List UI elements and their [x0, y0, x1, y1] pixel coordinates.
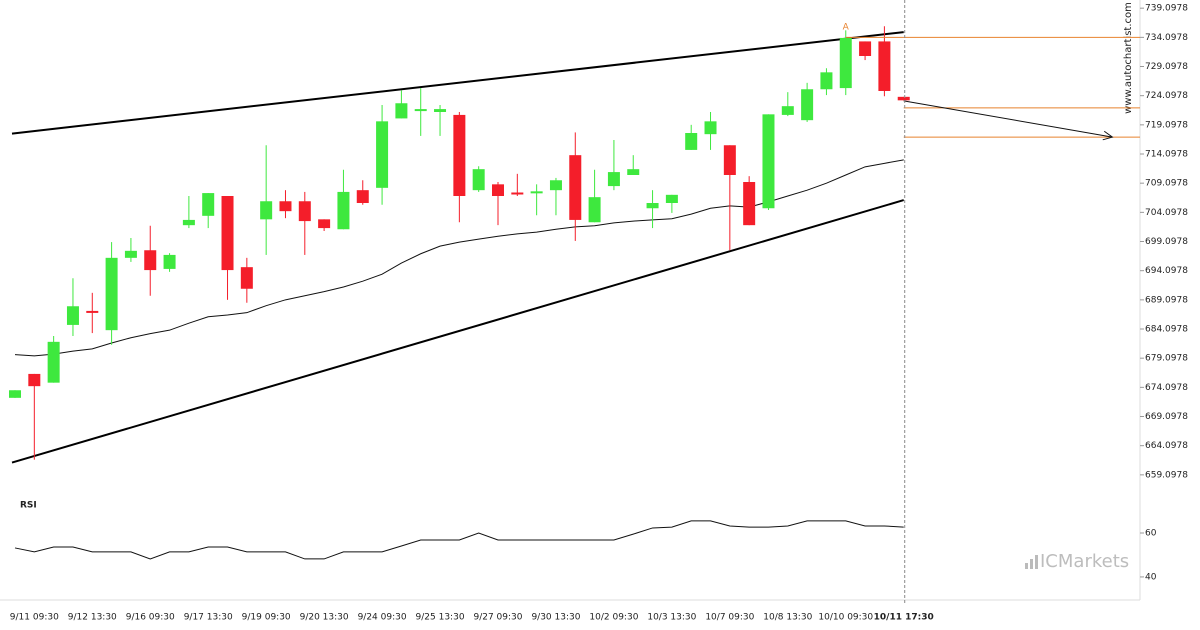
candle-body: [685, 133, 698, 150]
candle-body: [878, 41, 891, 91]
x-tick-label: 9/25 13:30: [416, 613, 465, 623]
y-tick-label: 674.0978: [1145, 383, 1188, 393]
candle-body: [144, 250, 157, 271]
y-tick-label: 664.0978: [1145, 441, 1188, 451]
x-tick-label: 10/7 09:30: [705, 613, 754, 623]
logo-bar: [1035, 555, 1038, 569]
y-tick-label: 739.0978: [1145, 4, 1188, 14]
y-tick-label: 694.0978: [1145, 266, 1188, 276]
candle-body: [124, 250, 137, 258]
candle-body: [240, 267, 253, 289]
x-tick-label: 9/30 13:30: [531, 613, 580, 623]
logo-bar: [1030, 559, 1033, 569]
candle-body: [627, 169, 640, 175]
candle-body: [588, 197, 601, 223]
candle-body: [549, 180, 562, 191]
candle-body: [569, 155, 582, 220]
candle-body: [530, 191, 543, 194]
candle-body: [414, 109, 427, 112]
y-tick-label: 729.0978: [1145, 62, 1188, 72]
candle-body: [182, 219, 195, 226]
y-tick-label: 679.0978: [1145, 354, 1188, 364]
y-tick-label: 684.0978: [1145, 325, 1188, 335]
x-tick-label: 9/27 09:30: [473, 613, 522, 623]
y-tick-label: 719.0978: [1145, 120, 1188, 130]
site-watermark: www.autochartist.com: [1123, 2, 1134, 114]
x-tick-label: 10/11 17:30: [874, 613, 934, 623]
x-tick-label: 10/2 09:30: [589, 613, 638, 623]
candle-body: [395, 103, 408, 119]
trendline: [11, 31, 904, 135]
rsi-title: RSI: [20, 501, 37, 511]
y-tick-label: 704.0978: [1145, 208, 1188, 218]
candle-body: [260, 201, 273, 220]
candle-body: [356, 190, 369, 203]
rsi-line: [14, 520, 904, 560]
candle-body: [337, 191, 350, 230]
x-tick-label: 10/10 09:30: [818, 613, 873, 623]
candle-body: [86, 310, 99, 313]
candle-body: [859, 41, 872, 56]
candle-body: [9, 390, 21, 398]
candle-body: [781, 106, 794, 115]
candle-body: [376, 121, 389, 188]
logo: ICMarkets: [1025, 551, 1129, 572]
candle-body: [723, 145, 736, 175]
candle-body: [279, 201, 292, 212]
candle-body: [453, 114, 466, 196]
y-tick-label: 659.0978: [1145, 470, 1188, 480]
x-tick-label: 9/12 13:30: [68, 613, 117, 623]
candle-body: [511, 192, 524, 195]
candle-body: [47, 341, 60, 383]
y-tick-label: 669.0978: [1145, 412, 1188, 422]
logo-bar: [1025, 563, 1028, 569]
candle-body: [298, 201, 311, 222]
x-tick-label: 9/19 09:30: [242, 613, 291, 623]
candle-body: [472, 169, 485, 191]
y-tick-label: 714.0978: [1145, 150, 1188, 160]
candle-body: [492, 184, 504, 196]
candle-body: [318, 219, 331, 229]
y-tick-label: 689.0978: [1145, 295, 1188, 305]
candle-body: [665, 194, 678, 203]
candle-body: [163, 254, 176, 269]
y-tick-label: 709.0978: [1145, 179, 1188, 189]
candle-body: [897, 96, 910, 101]
x-tick-label: 10/3 13:30: [647, 613, 696, 623]
candle-body: [607, 172, 620, 187]
logo-text: ICMarkets: [1040, 551, 1129, 572]
x-tick-label: 9/11 09:30: [10, 613, 59, 623]
forecast-arrow: [903, 100, 1113, 138]
candle-body: [801, 89, 814, 121]
y-tick-label: 734.0978: [1145, 33, 1188, 43]
arrow-head: [1102, 130, 1114, 141]
y-tick-label: 699.0978: [1145, 237, 1188, 247]
y-tick-label: 40: [1145, 572, 1157, 582]
candle-body: [762, 114, 775, 209]
y-tick-label: 724.0978: [1145, 91, 1188, 101]
candle-body: [646, 203, 659, 209]
candle-body: [105, 257, 118, 331]
trendline: [11, 199, 905, 464]
candle-body: [743, 182, 756, 226]
y-tick-label: 60: [1145, 529, 1157, 539]
candle-body: [202, 193, 215, 216]
candle-body: [28, 373, 41, 387]
x-tick-label: 9/20 13:30: [300, 613, 349, 623]
candle-body: [704, 121, 717, 135]
moving-average: [14, 159, 904, 357]
candle-body: [66, 306, 79, 325]
pattern-marker: A: [843, 22, 850, 32]
candle-body: [820, 72, 833, 90]
x-tick-label: 9/24 09:30: [358, 613, 407, 623]
candle-body: [839, 37, 852, 89]
x-tick-label: 10/8 13:30: [763, 613, 812, 623]
candle-body: [434, 109, 447, 112]
candle-body: [221, 196, 234, 271]
x-tick-label: 9/16 09:30: [126, 613, 175, 623]
x-tick-label: 9/17 13:30: [184, 613, 233, 623]
